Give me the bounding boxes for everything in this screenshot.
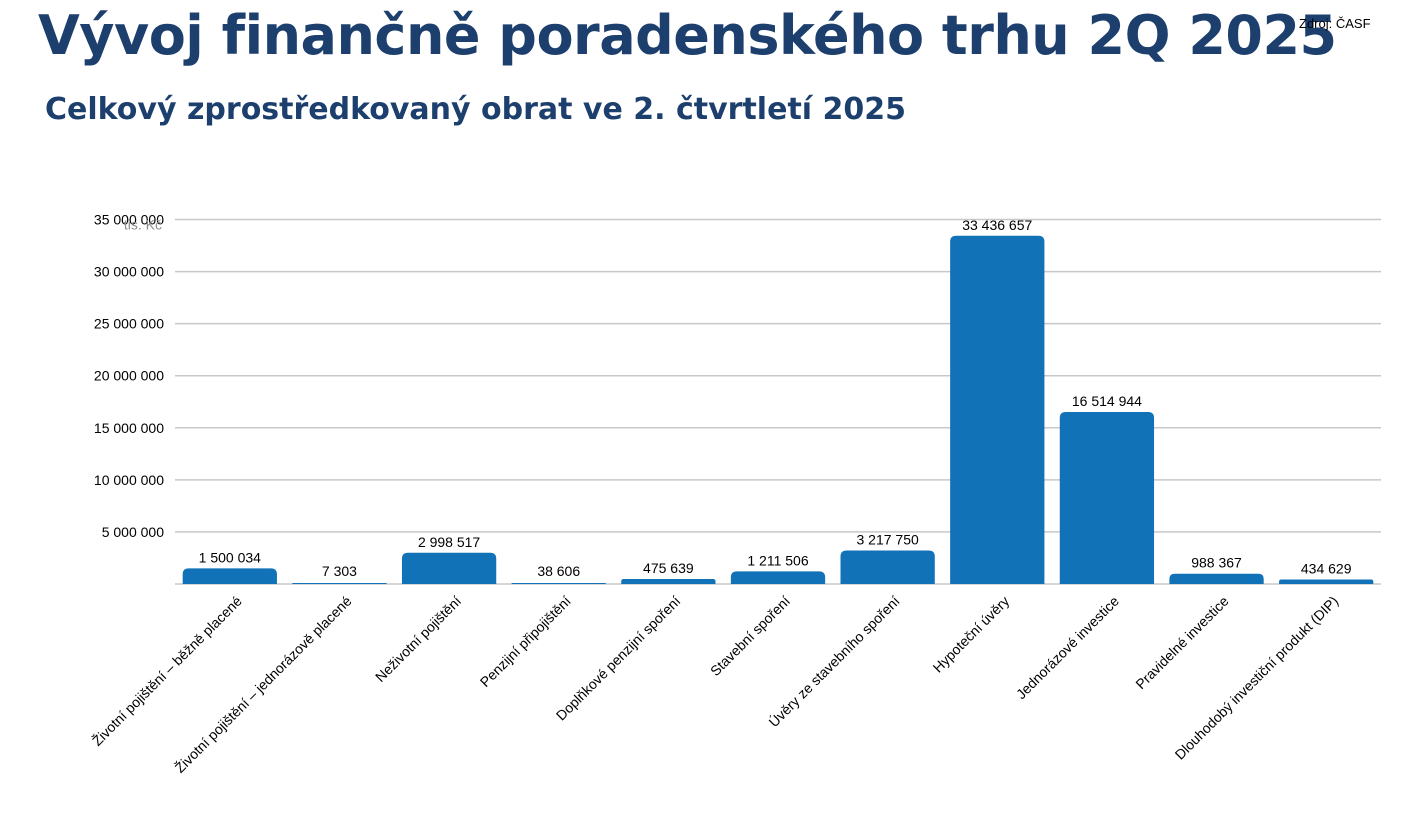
y-tick-label: 10 000 000 xyxy=(94,472,164,488)
data-label: 2 998 517 xyxy=(418,534,480,550)
bar xyxy=(1059,412,1155,584)
source-note: Zdroj: ČASF xyxy=(1299,16,1371,31)
category-label: Doplňkové penzijní spoření xyxy=(553,593,684,724)
data-label: 1 211 506 xyxy=(747,552,808,568)
category-labels: Životní pojištění – běžně placenéŽivotní… xyxy=(89,593,1341,776)
category-label: Stavební spoření xyxy=(707,593,793,679)
chart-subtitle: Celkový zprostředkovaný obrat ve 2. čtvr… xyxy=(45,92,907,127)
bar xyxy=(401,552,497,584)
bars xyxy=(182,235,1374,584)
data-labels: 1 500 034 7 303 2 998 517 38 606 475 639 1 21… xyxy=(199,217,1352,579)
data-label: 16 514 944 xyxy=(1072,393,1142,409)
category-label: Životní pojištění – jednorázově placené xyxy=(172,593,355,776)
y-tick-label: 20 000 000 xyxy=(94,368,164,384)
data-label: 475 639 xyxy=(643,560,694,576)
category-label: Pravidelné investice xyxy=(1132,593,1232,693)
bar xyxy=(182,568,277,584)
bar xyxy=(1279,579,1374,584)
category-label: Hypoteční úvěry xyxy=(930,593,1013,676)
category-label: Úvěry ze stavebního spoření xyxy=(765,593,902,730)
category-label: Jednorázové investice xyxy=(1013,593,1122,702)
y-tick-label: 15 000 000 xyxy=(94,420,164,436)
bar xyxy=(950,235,1045,584)
y-tick-label: 35 000 000 xyxy=(94,212,164,228)
y-axis-ticks: 5 000 000 10 000 000 15 000 000 20 000 000 2… xyxy=(94,212,164,540)
bar xyxy=(292,583,387,584)
data-label: 988 367 xyxy=(1191,555,1242,571)
grid-lines xyxy=(175,218,1381,585)
bar xyxy=(511,583,606,584)
category-label: Penzijní připojištění xyxy=(477,593,574,690)
bar xyxy=(730,571,826,584)
data-label: 33 436 657 xyxy=(962,217,1032,233)
data-label: 3 217 750 xyxy=(856,531,918,547)
bar xyxy=(1169,573,1264,584)
data-label: 1 500 034 xyxy=(199,549,261,565)
page-title: Vývoj finančně poradenského trhu 2Q 2025 xyxy=(38,4,1337,67)
unit-label: tis. Kč xyxy=(124,217,162,233)
y-tick-label: 30 000 000 xyxy=(94,264,164,280)
category-label: Neživotní pojištění xyxy=(372,593,464,685)
bar xyxy=(621,579,716,584)
bar xyxy=(840,550,935,584)
data-label: 434 629 xyxy=(1301,560,1352,576)
y-tick-label: 25 000 000 xyxy=(94,316,164,332)
data-label: 38 606 xyxy=(537,563,580,579)
y-tick-label: 5 000 000 xyxy=(102,524,164,540)
data-label: 7 303 xyxy=(322,563,357,579)
